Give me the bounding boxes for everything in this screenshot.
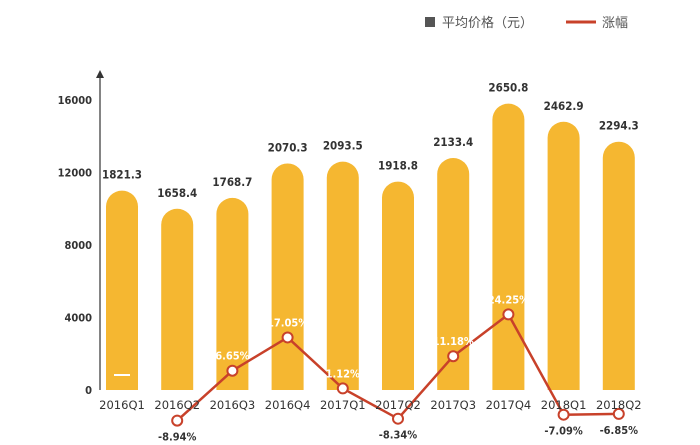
bar xyxy=(602,141,635,390)
y-tick-label: 16000 xyxy=(58,94,93,107)
growth-label: -7.09% xyxy=(544,425,583,438)
category-label: 2016Q2 xyxy=(154,398,200,412)
growth-point xyxy=(392,412,404,425)
bar-value-label: 2093.5 xyxy=(323,139,363,153)
growth-point xyxy=(226,364,239,377)
category-labels: 2016Q1 2016Q2 2016Q3 2016Q4 2017Q1 2017Q2 2017… xyxy=(99,398,641,412)
category-label: 2016Q3 xyxy=(210,398,256,412)
bar xyxy=(547,121,580,390)
legend: 平均价格（元） 涨幅 xyxy=(425,15,628,31)
bar xyxy=(106,190,138,390)
bar xyxy=(216,197,249,390)
category-label: 2016Q4 xyxy=(265,398,311,412)
category-label: 2016Q1 xyxy=(99,398,145,412)
category-label: 2018Q2 xyxy=(596,398,642,412)
line-layer: -8.94% 6.65% 17.05% 1.12% -8.34% 11.18% 24.25%… xyxy=(158,293,638,443)
growth-label: 11.18% xyxy=(433,335,474,348)
growth-label: 17.05% xyxy=(267,316,308,329)
legend-line-label: 涨幅 xyxy=(602,16,628,31)
bar-value-label: 2133.4 xyxy=(433,135,473,149)
y-tick-label: 8000 xyxy=(64,239,92,252)
bar xyxy=(382,181,414,390)
growth-label: 24.25% xyxy=(488,293,529,306)
growth-point xyxy=(502,308,515,321)
legend-bar-label: 平均价格（元） xyxy=(442,15,533,31)
bar xyxy=(271,163,304,390)
growth-label: -8.94% xyxy=(158,431,197,444)
y-tick-label: 12000 xyxy=(58,167,93,180)
bar xyxy=(492,103,525,390)
growth-point xyxy=(447,350,460,363)
category-label: 2017Q1 xyxy=(320,398,366,412)
bar xyxy=(437,158,470,390)
growth-point xyxy=(336,382,349,395)
bar-value-label: 1768.7 xyxy=(212,175,252,189)
y-axis: 0 4000 8000 12000 16000 xyxy=(58,70,104,397)
growth-label: 6.65% xyxy=(215,350,249,363)
growth-label: -8.34% xyxy=(379,429,418,442)
growth-point xyxy=(557,408,570,421)
category-label: 2018Q1 xyxy=(541,398,587,412)
bar-value-label: 2462.9 xyxy=(544,99,584,113)
growth-point xyxy=(281,331,294,344)
growth-point xyxy=(171,414,184,427)
y-tick-label: 0 xyxy=(85,384,92,397)
bar-value-label: 1918.8 xyxy=(378,159,418,173)
bar xyxy=(161,208,194,390)
y-axis-arrow xyxy=(96,70,104,78)
category-label: 2017Q4 xyxy=(486,398,532,412)
bar-value-label: 2650.8 xyxy=(488,81,528,95)
y-tick-label: 4000 xyxy=(64,312,92,325)
bar-value-label: 2070.3 xyxy=(268,140,308,154)
category-label: 2017Q3 xyxy=(430,398,476,412)
growth-point xyxy=(612,407,625,420)
bar-value-label: 2294.3 xyxy=(599,119,639,133)
bar-value-label: 1658.4 xyxy=(157,186,197,200)
growth-label: 1.12% xyxy=(326,367,360,380)
bar-value-label: 1821.3 xyxy=(102,168,142,182)
growth-label: -6.85% xyxy=(600,424,639,437)
category-label: 2017Q2 xyxy=(375,398,421,412)
legend-bar-swatch xyxy=(425,17,435,27)
bar xyxy=(326,161,359,390)
bars-layer: 1821.3 1658.4 1768.7 2070.3 2093.5 1918.8 2133… xyxy=(102,81,639,390)
